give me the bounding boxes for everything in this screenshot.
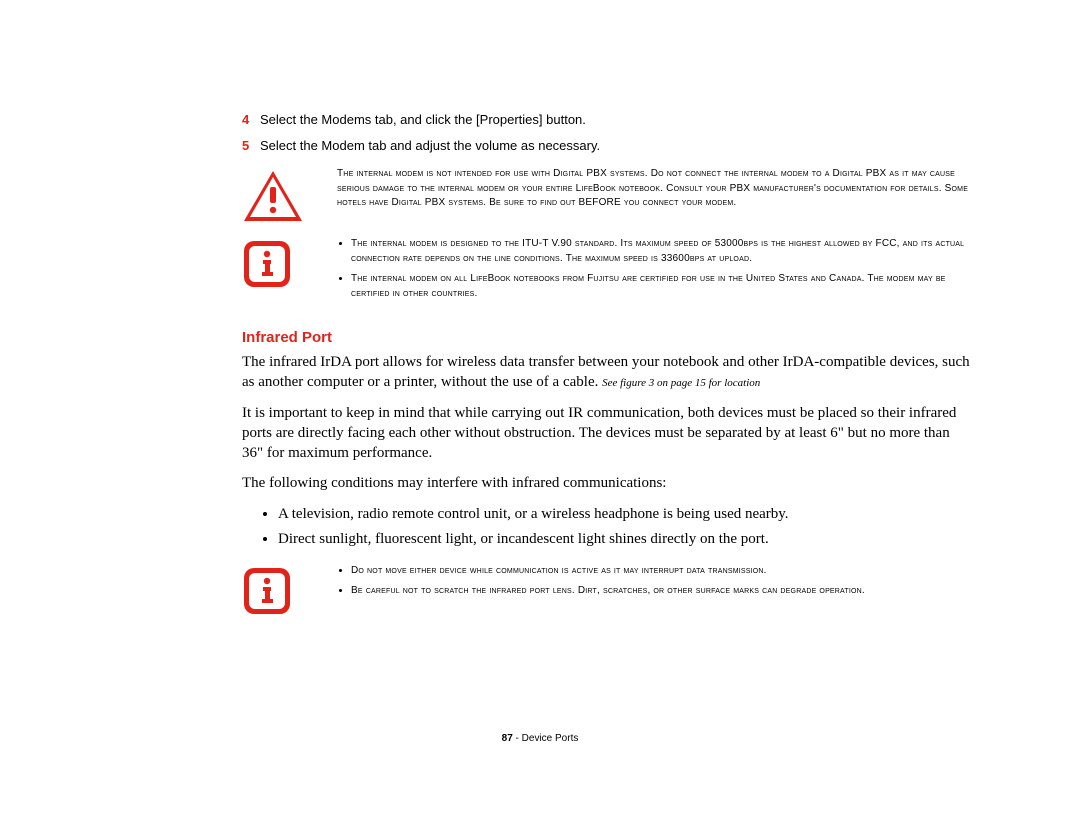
step-5: 5 Select the Modem tab and adjust the vo… xyxy=(242,136,970,156)
page-number: 87 xyxy=(502,733,513,744)
interference-item: A television, radio remote control unit,… xyxy=(278,504,970,525)
footer-title: Device Ports xyxy=(522,733,579,744)
interference-item: Direct sunlight, fluorescent light, or i… xyxy=(278,529,970,550)
paragraph-1-ref: See figure 3 on page 15 for location xyxy=(602,377,760,389)
step-number: 4 xyxy=(242,110,260,130)
footer-sep: - xyxy=(513,733,522,744)
step-text: Select the Modem tab and adjust the volu… xyxy=(260,136,970,156)
warning-callout: The internal modem is not intended for u… xyxy=(242,167,970,225)
info-body: The internal modem is designed to the IT… xyxy=(337,237,970,307)
info-body: Do not move either device while communic… xyxy=(337,564,970,605)
step-number: 5 xyxy=(242,136,260,156)
info-item: The internal modem on all LifeBook noteb… xyxy=(351,272,970,301)
warning-icon xyxy=(242,167,337,225)
section-heading-infrared: Infrared Port xyxy=(242,329,970,346)
paragraph-2: It is important to keep in mind that whi… xyxy=(242,403,970,464)
document-page: 4 Select the Modems tab, and click the [… xyxy=(0,0,1080,834)
page-footer: 87 - Device Ports xyxy=(0,733,1080,744)
warning-text: The internal modem is not intended for u… xyxy=(337,167,970,211)
info-item: The internal modem is designed to the IT… xyxy=(351,237,970,266)
step-4: 4 Select the Modems tab, and click the [… xyxy=(242,110,970,130)
interference-list: A television, radio remote control unit,… xyxy=(242,504,970,550)
info-callout-2: Do not move either device while communic… xyxy=(242,564,970,616)
info-item: Be careful not to scratch the infrared p… xyxy=(351,584,970,599)
info-item: Do not move either device while communic… xyxy=(351,564,970,579)
step-text: Select the Modems tab, and click the [Pr… xyxy=(260,110,970,130)
info-icon xyxy=(242,564,337,616)
info-callout-1: The internal modem is designed to the IT… xyxy=(242,237,970,307)
paragraph-1: The infrared IrDA port allows for wirele… xyxy=(242,352,970,393)
paragraph-3: The following conditions may interfere w… xyxy=(242,473,970,493)
info-icon xyxy=(242,237,337,289)
step-list: 4 Select the Modems tab, and click the [… xyxy=(242,110,970,155)
